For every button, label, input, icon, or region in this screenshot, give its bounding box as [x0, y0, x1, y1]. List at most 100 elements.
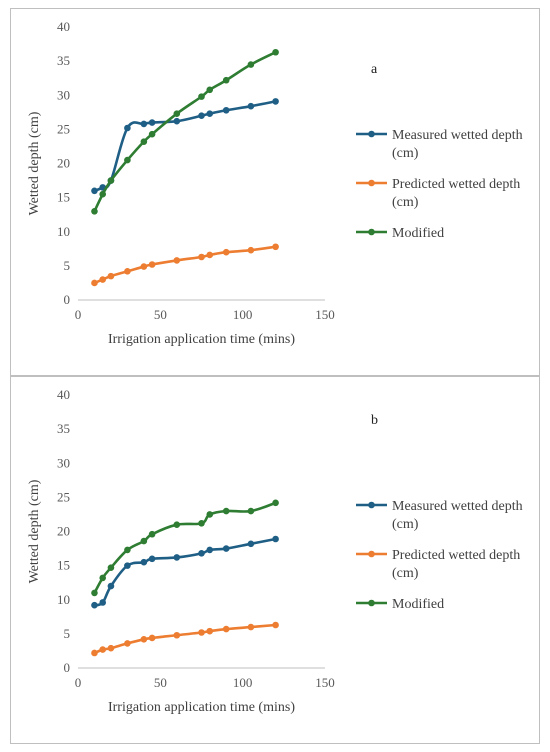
chart-b-x-tick-label: 150: [315, 675, 335, 690]
chart-a-data-point: [148, 119, 156, 126]
chart-b-series-line: [93, 501, 277, 595]
chart-a-x-axis-title: Irrigation application time (mins): [108, 332, 295, 347]
chart-a-data-point: [247, 61, 255, 68]
chart-b-data-point: [107, 564, 115, 571]
chart-b-data-point: [206, 627, 214, 635]
chart-b-y-tick-label: 0: [64, 660, 71, 675]
chart-a-x-tick-label: 150: [315, 307, 335, 322]
chart-b-data-point: [99, 574, 106, 582]
chart-b-data-point: [173, 554, 181, 561]
chart-b-data-point: [206, 511, 214, 518]
chart-a-data-point: [222, 248, 230, 256]
chart-b-data-point: [107, 582, 115, 590]
chart-b-data-point: [140, 537, 148, 545]
chart-b-data-point: [140, 558, 148, 566]
chart-b-data-point: [247, 540, 255, 548]
chart-a-data-point: [272, 243, 279, 251]
chart-b-y-tick-label: 20: [57, 524, 70, 539]
chart-b-data-point: [140, 636, 148, 643]
chart-a-series-line: [93, 100, 277, 193]
chart-a-data-point: [247, 102, 255, 110]
chart-a-data-point: [107, 177, 115, 184]
chart-b-y-tick-label: 25: [57, 489, 70, 504]
chart-b-data-point: [107, 644, 115, 652]
chart-a-data-point: [140, 263, 148, 270]
chart-panel-a: 0 5 10 15 20 25 30 35 40 0 50 100 150 Irrigation appl…: [10, 8, 540, 376]
chart-a-y-tick-label: 30: [57, 87, 70, 102]
chart-a-data-point: [107, 272, 115, 280]
chart-b-data-point: [272, 499, 279, 507]
chart-a-legend-swatch-marker: [368, 179, 375, 187]
chart-a-data-point: [272, 98, 279, 105]
chart-a-data-point: [124, 124, 131, 132]
chart-b-data-point: [222, 545, 230, 552]
chart-b-y-tick-label: 10: [57, 592, 70, 607]
chart-b-data-point: [173, 631, 181, 639]
chart-b-data-point: [198, 520, 205, 527]
chart-b-data-point: [91, 649, 98, 657]
chart-b-legend-swatch-marker: [368, 599, 375, 607]
chart-a-data-point: [124, 156, 131, 164]
chart-b-x-tick-label: 50: [154, 675, 167, 690]
chart-a-y-tick-label: 5: [64, 258, 71, 273]
chart-a-series-line: [93, 50, 277, 213]
chart-b-y-tick-label: 40: [57, 387, 70, 402]
chart-a-y-tick-label: 40: [57, 19, 70, 34]
chart-b-legend-label: Modified: [392, 597, 444, 612]
chart-a-data-point: [173, 117, 181, 125]
chart-b-y-tick-label: 15: [57, 558, 70, 573]
chart-b-y-axis-title: Wetted depth (cm): [27, 479, 42, 583]
chart-b-y-tick-label: 35: [57, 421, 70, 436]
chart-b-x-tick-label: 0: [75, 675, 82, 690]
chart-a-data-point: [99, 190, 106, 198]
chart-b-svg: 0 5 10 15 20 25 30 35 40 0 50 100 150 Irrigation appl…: [27, 387, 523, 715]
chart-a-data-point: [140, 120, 148, 128]
chart-a-x-tick-label: 50: [154, 307, 167, 322]
chart-b-data-point: [198, 629, 205, 636]
chart-a-y-tick-label: 10: [57, 224, 70, 239]
chart-a-data-point: [99, 276, 106, 283]
chart-b-data-point: [124, 546, 131, 554]
chart-a-panel-label: a: [371, 62, 378, 77]
chart-b-series-line: [93, 537, 277, 607]
chart-b-data-point: [99, 646, 106, 653]
chart-b-data-point: [99, 599, 106, 606]
chart-b-data-point: [272, 535, 279, 543]
chart-panel-b: 0 5 10 15 20 25 30 35 40 0 50 100 150 Irrigation appl…: [10, 376, 540, 744]
chart-b-panel-label: b: [371, 413, 378, 428]
chart-a-legend-label: Predicted wetted depth (cm): [392, 177, 520, 210]
chart-a-data-point: [198, 112, 205, 120]
chart-a-data-point: [91, 207, 98, 215]
chart-b-data-point: [124, 640, 131, 647]
chart-b-data-point: [222, 507, 230, 515]
chart-a-data-point: [91, 279, 98, 287]
chart-a-data-point: [222, 106, 230, 114]
chart-b-data-point: [247, 507, 255, 515]
chart-b-x-tick-label: 100: [233, 675, 253, 690]
chart-b-data-point: [91, 601, 98, 609]
chart-a-legend-swatch-marker: [368, 228, 375, 236]
chart-a-data-point: [173, 257, 181, 264]
chart-a-y-tick-label: 0: [64, 292, 71, 307]
chart-a-y-tick-label: 15: [57, 190, 70, 205]
chart-a-y-axis-title: Wetted depth (cm): [27, 111, 42, 215]
chart-b-legend-swatch-marker: [368, 550, 375, 558]
chart-a-data-point: [140, 138, 148, 145]
chart-a-data-point: [91, 187, 98, 195]
chart-a-y-tick-label: 20: [57, 156, 70, 171]
chart-a-data-point: [272, 48, 279, 56]
chart-a-data-point: [206, 110, 214, 117]
chart-a-svg: 0 5 10 15 20 25 30 35 40 0 50 100 150 Irrigation appl…: [27, 19, 523, 347]
chart-a-y-tick-label: 35: [57, 53, 70, 68]
chart-b-legend-swatch-marker: [368, 501, 375, 509]
chart-b-data-point: [91, 589, 98, 597]
chart-b-x-axis-title: Irrigation application time (mins): [108, 700, 295, 715]
chart-b-data-point: [206, 546, 214, 554]
chart-b-data-point: [148, 555, 156, 563]
chart-a-data-point: [173, 110, 181, 117]
chart-b-data-point: [247, 623, 255, 631]
chart-a-x-tick-label: 100: [233, 307, 253, 322]
chart-a-data-point: [148, 130, 156, 138]
chart-a-data-point: [198, 253, 205, 261]
chart-b-data-point: [124, 562, 131, 569]
